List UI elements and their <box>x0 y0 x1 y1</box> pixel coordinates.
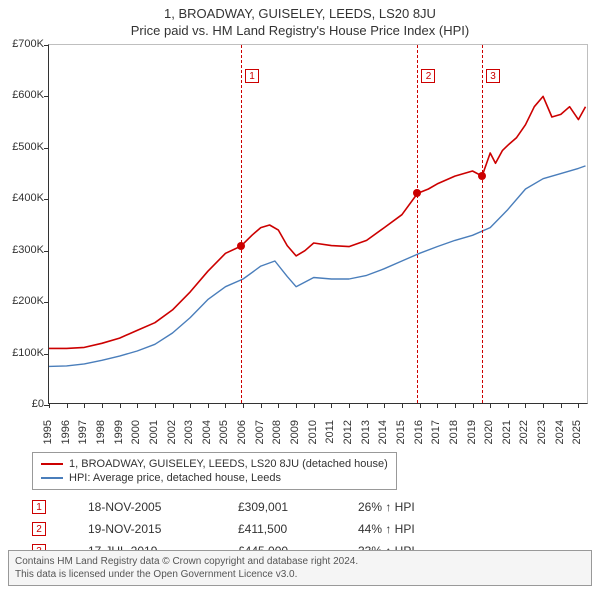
y-tick-label: £700K <box>12 38 44 50</box>
y-tick <box>44 354 49 355</box>
y-tick-label: £400K <box>12 192 44 204</box>
x-tick-label: 2017 <box>430 420 442 444</box>
x-tick-label: 2022 <box>518 420 530 444</box>
y-tick-label: £100K <box>12 347 44 359</box>
page-root: 1, BROADWAY, GUISELEY, LEEDS, LS20 8JU P… <box>0 0 600 590</box>
x-tick-label: 2011 <box>324 420 336 444</box>
x-tick-label: 2006 <box>236 420 248 444</box>
y-tick <box>44 199 49 200</box>
legend-box: 1, BROADWAY, GUISELEY, LEEDS, LS20 8JU (… <box>32 452 397 490</box>
y-tick-label: £500K <box>12 141 44 153</box>
event-pct-2: 44% ↑ HPI <box>358 522 498 536</box>
y-tick-label: £300K <box>12 244 44 256</box>
x-tick-label: 2004 <box>201 420 213 444</box>
x-tick-label: 2025 <box>571 420 583 444</box>
x-tick-label: 2003 <box>183 420 195 444</box>
x-tick-label: 1996 <box>60 420 72 444</box>
event-line-1 <box>241 45 242 403</box>
event-date-2: 19-NOV-2015 <box>88 522 238 536</box>
chart-container: £0£100K£200K£300K£400K£500K£600K£700K 12… <box>0 44 600 448</box>
chart-subtitle: Price paid vs. HM Land Registry's House … <box>0 21 600 38</box>
y-tick <box>44 251 49 252</box>
event-box-2: 2 <box>421 69 435 83</box>
event-marker-1: 1 <box>32 500 46 514</box>
y-tick <box>44 302 49 303</box>
event-row-1: 1 18-NOV-2005 £309,001 26% ↑ HPI <box>32 496 498 518</box>
legend-swatch-hpi <box>41 477 63 479</box>
event-dot-1 <box>237 242 245 250</box>
x-tick-label: 2007 <box>254 420 266 444</box>
x-tick-label: 2015 <box>395 420 407 444</box>
event-marker-2: 2 <box>32 522 46 536</box>
x-tick-label: 2000 <box>130 420 142 444</box>
footer-line-2: This data is licensed under the Open Gov… <box>15 568 585 581</box>
x-tick-label: 1997 <box>77 420 89 444</box>
y-tick <box>44 96 49 97</box>
legend-label-hpi: HPI: Average price, detached house, Leed… <box>69 472 281 484</box>
x-tick-label: 1998 <box>95 420 107 444</box>
event-box-1: 1 <box>245 69 259 83</box>
y-tick <box>44 45 49 46</box>
y-tick-label: £200K <box>12 295 44 307</box>
x-tick-label: 2013 <box>360 420 372 444</box>
x-tick-label: 2001 <box>148 420 160 444</box>
legend-swatch-subject <box>41 463 63 465</box>
event-box-3: 3 <box>486 69 500 83</box>
y-tick-label: £600K <box>12 89 44 101</box>
x-axis-labels: 1995199619971998199920002001200220032004… <box>48 406 588 448</box>
event-dot-2 <box>413 189 421 197</box>
chart-title: 1, BROADWAY, GUISELEY, LEEDS, LS20 8JU <box>0 0 600 21</box>
event-row-2: 2 19-NOV-2015 £411,500 44% ↑ HPI <box>32 518 498 540</box>
event-price-1: £309,001 <box>238 500 358 514</box>
y-tick-label: £0 <box>32 398 44 410</box>
event-pct-1: 26% ↑ HPI <box>358 500 498 514</box>
x-tick-label: 2005 <box>218 420 230 444</box>
x-tick-label: 2016 <box>413 420 425 444</box>
x-tick-label: 2010 <box>307 420 319 444</box>
legend-row-subject: 1, BROADWAY, GUISELEY, LEEDS, LS20 8JU (… <box>41 457 388 471</box>
event-line-2 <box>417 45 418 403</box>
event-dot-3 <box>478 172 486 180</box>
plot-svg <box>49 45 587 403</box>
x-tick-label: 2009 <box>289 420 301 444</box>
series-line-subject <box>49 96 586 348</box>
x-tick-label: 2014 <box>377 420 389 444</box>
series-line-hpi <box>49 166 586 367</box>
y-tick <box>44 148 49 149</box>
event-date-1: 18-NOV-2005 <box>88 500 238 514</box>
x-tick-label: 1999 <box>113 420 125 444</box>
x-tick-label: 2018 <box>448 420 460 444</box>
x-tick-label: 2020 <box>483 420 495 444</box>
plot-area: 1 2 3 <box>48 44 588 404</box>
event-line-3 <box>482 45 483 403</box>
x-tick-label: 2024 <box>554 420 566 444</box>
x-tick-label: 2002 <box>166 420 178 444</box>
x-tick-label: 2023 <box>536 420 548 444</box>
footer-attribution: Contains HM Land Registry data © Crown c… <box>8 550 592 586</box>
footer-line-1: Contains HM Land Registry data © Crown c… <box>15 555 585 568</box>
x-tick-label: 2019 <box>466 420 478 444</box>
x-tick-label: 2008 <box>271 420 283 444</box>
legend-row-hpi: HPI: Average price, detached house, Leed… <box>41 471 388 485</box>
x-tick-label: 1995 <box>42 420 54 444</box>
y-axis-labels: £0£100K£200K£300K£400K£500K£600K£700K <box>0 44 46 404</box>
event-price-2: £411,500 <box>238 522 358 536</box>
x-tick-label: 2021 <box>501 420 513 444</box>
legend-label-subject: 1, BROADWAY, GUISELEY, LEEDS, LS20 8JU (… <box>69 458 388 470</box>
x-tick-label: 2012 <box>342 420 354 444</box>
